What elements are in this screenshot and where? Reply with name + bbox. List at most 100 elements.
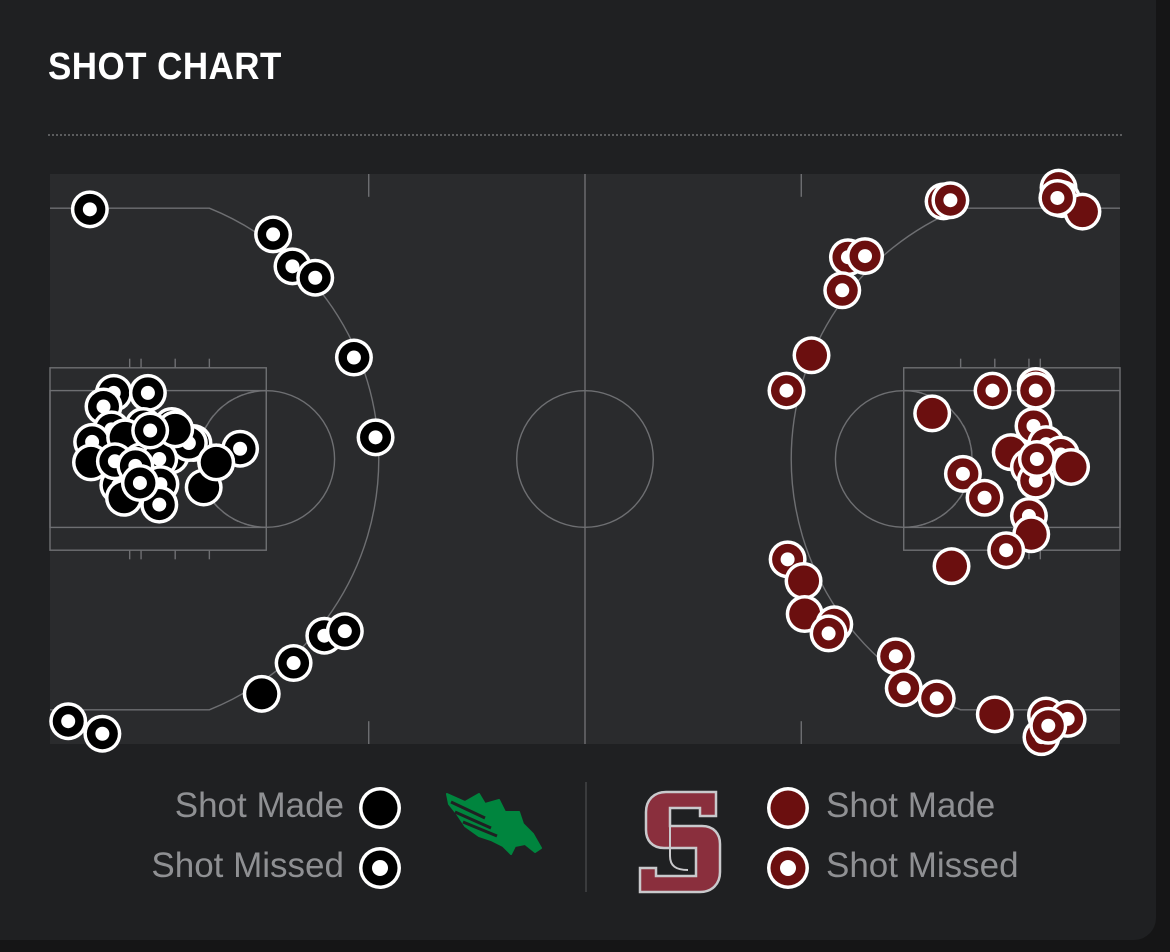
home-shot-missed-32 [140, 485, 179, 524]
left-free-throw-dashed-arc [197, 389, 267, 529]
away-shot-missed-41 [1017, 440, 1056, 478]
shot-missed-center [943, 193, 958, 208]
legend-separator [585, 782, 587, 892]
shot-missed-center [140, 385, 155, 400]
shot-missed-center [152, 497, 167, 512]
away-shot-missed-33 [876, 637, 915, 676]
shot-missed-center [1050, 190, 1065, 205]
shot-missed-center [346, 350, 361, 365]
shot-missed-center [143, 423, 158, 438]
shot-missed-center [96, 399, 111, 414]
home-shot-missed-42 [120, 463, 159, 502]
shot-fill [788, 565, 820, 597]
shot-fill [796, 339, 828, 371]
shot-missed-center [955, 466, 970, 481]
away-shot-made-29 [784, 561, 823, 600]
right-free-throw-dashed-arc [903, 389, 973, 529]
home-shot-missed-3 [296, 258, 335, 297]
away-legend-missed-label: Shot Missed [826, 846, 1019, 885]
away-shot-missed-12 [973, 371, 1012, 410]
home-shot-made-31 [197, 443, 236, 482]
home-shot-missed-41 [131, 411, 170, 450]
shot-missed-center [888, 649, 903, 664]
shot-fill [916, 397, 948, 429]
shot-missed-center [82, 202, 97, 217]
shot-missed-center [1041, 718, 1056, 733]
shot-missed-center [821, 626, 836, 641]
away-shot-missed-8 [823, 271, 862, 310]
home-shot-missed-38 [83, 714, 122, 753]
shot-fill [1015, 518, 1047, 550]
shot-missed-center [779, 383, 794, 398]
shot-missed-center [1028, 383, 1043, 398]
shot-missed-center [132, 475, 147, 490]
away-shot-missed-14 [1016, 371, 1055, 410]
shot-missed-center [977, 490, 992, 505]
away-shot-missed-34 [884, 669, 923, 708]
away-shot-missed-32 [809, 614, 848, 653]
eagle-logo-icon [446, 793, 542, 855]
shot-fill [936, 550, 968, 582]
title-divider [48, 134, 1122, 136]
home-shot-missed-5 [356, 418, 395, 457]
shot-missed-center [896, 681, 911, 696]
shot-missed-center [285, 259, 300, 274]
shot-missed-center [337, 624, 352, 639]
shot-missed-center [152, 452, 167, 466]
home-legend-made-label: Shot Made [174, 786, 344, 825]
home-shot-missed-7 [128, 373, 167, 412]
away-shot-made-20 [1052, 447, 1091, 486]
away-shot-made-11 [913, 394, 952, 433]
page-title: SHOT CHART [48, 46, 282, 88]
away-shot-made-36 [975, 695, 1014, 734]
sc-monogram-logo-icon [638, 790, 722, 894]
shot-missed-center [999, 543, 1014, 558]
away-shot-missed-35 [917, 679, 956, 718]
away-shot-missed-26 [987, 531, 1026, 570]
shot-fill [246, 678, 278, 710]
shot-missed-center [780, 552, 795, 567]
away-shot-missed-7 [846, 237, 885, 276]
home-shot-made-36 [242, 674, 281, 713]
away-shot-made-27 [932, 547, 971, 586]
right-lane-inner [903, 389, 1121, 529]
shot-missed-center [368, 430, 383, 445]
home-shot-missed-4 [334, 338, 373, 377]
shot-missed-center [233, 441, 248, 456]
shot-fill [979, 698, 1011, 730]
away-legend-made-marker [767, 787, 809, 829]
home-shot-missed-1 [254, 215, 293, 254]
shot-missed-center [95, 726, 110, 741]
shot-missed-center [286, 656, 301, 671]
legend-fill [362, 790, 398, 826]
home-shot-missed-0 [70, 190, 109, 229]
legend-missed-center [780, 860, 796, 876]
away-legend-made-label: Shot Made [826, 786, 996, 825]
shot-missed-center [61, 714, 76, 729]
legend-marks [359, 787, 809, 889]
shot-fill [789, 598, 821, 630]
away-shot-missed-10 [767, 371, 806, 410]
shot-missed-center [1029, 452, 1044, 466]
away-shot-missed-1 [931, 181, 970, 220]
home-legend-missed-label: Shot Missed [151, 846, 344, 885]
shot-missed-center [858, 249, 873, 264]
away-shot-made-9 [792, 336, 831, 375]
away-legend-missed-marker [767, 847, 809, 889]
shot-missed-center [308, 270, 323, 285]
shot-missed-center [929, 691, 944, 706]
shot-fill [1055, 451, 1087, 483]
shot-missed-center [835, 283, 850, 298]
shot-missed-center [266, 227, 281, 242]
away-shot-missed-5 [1038, 178, 1077, 217]
home-legend-missed-marker [359, 847, 401, 889]
home-shot-missed-34 [325, 612, 364, 651]
shot-fill [200, 446, 232, 478]
center-circle [516, 390, 654, 528]
home-legend-made-marker [359, 787, 401, 829]
legend-missed-center [372, 860, 388, 876]
legend-fill [770, 790, 806, 826]
home-shot-missed-37 [49, 702, 88, 741]
away-shot-missed-40 [1029, 706, 1068, 745]
